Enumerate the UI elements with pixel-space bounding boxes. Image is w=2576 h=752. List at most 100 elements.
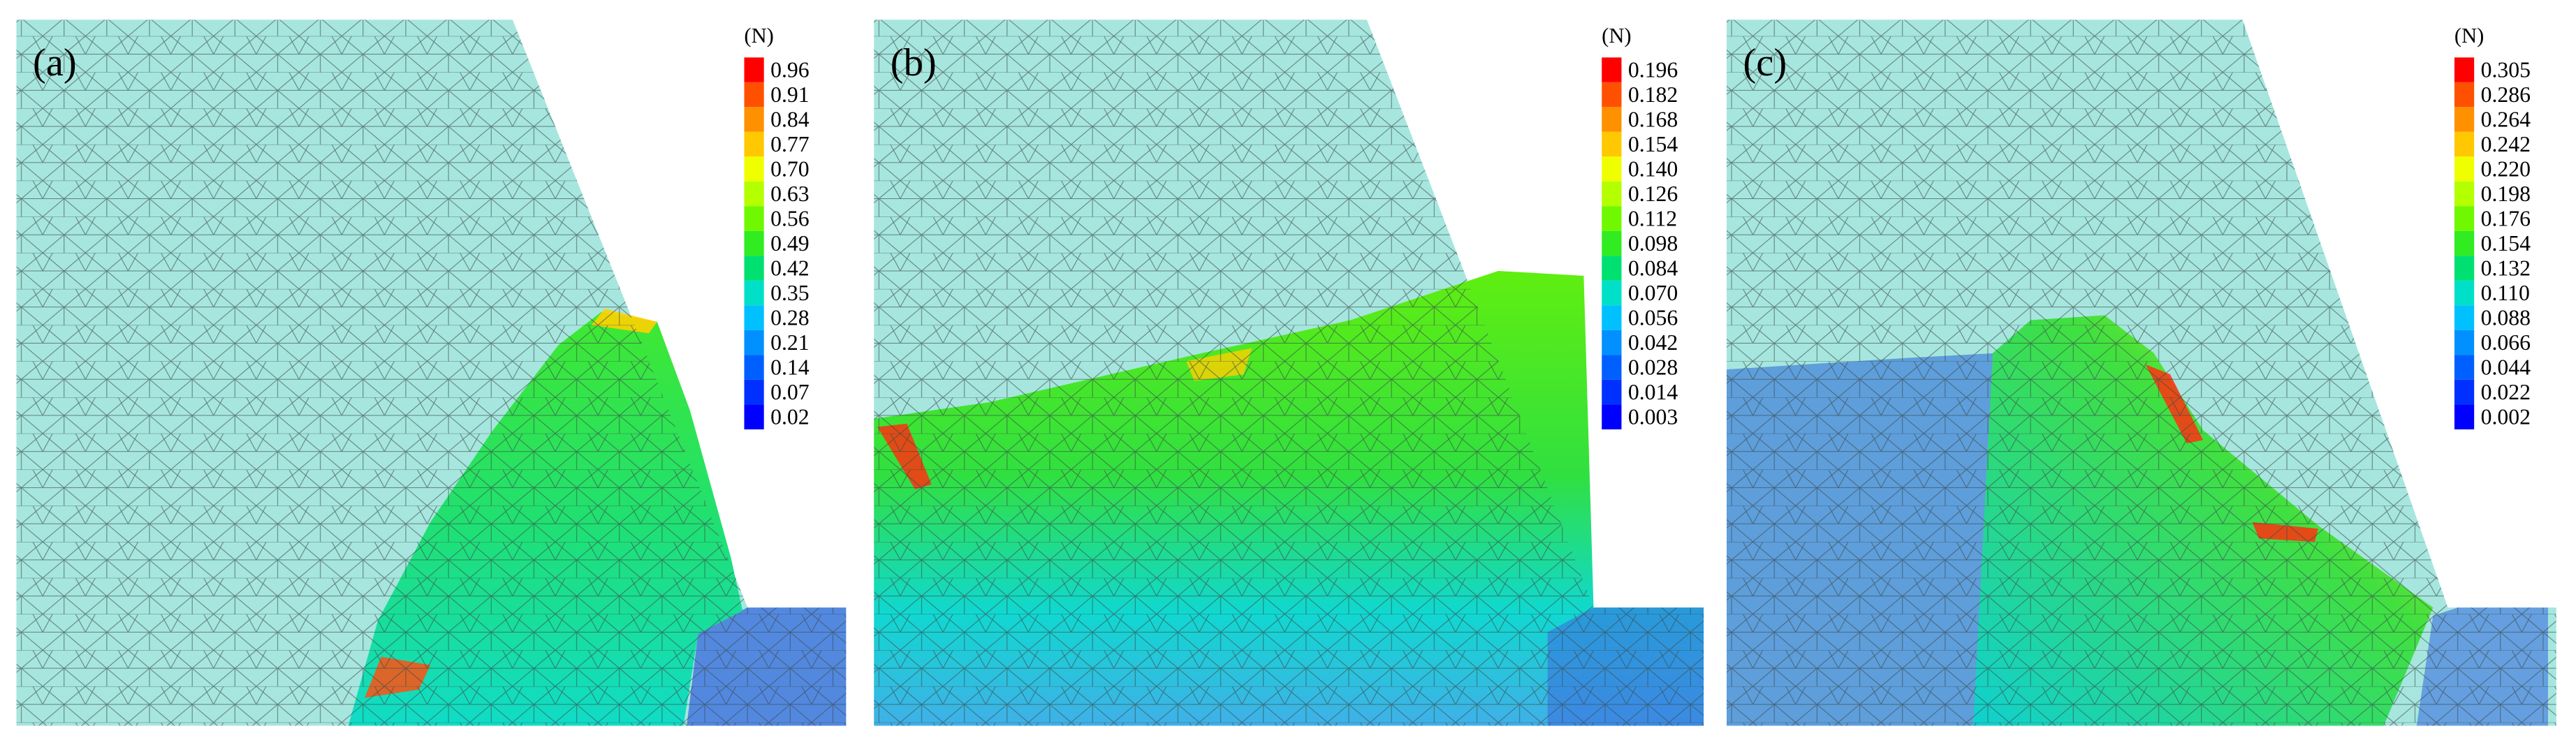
colorbar-label: 0.110 xyxy=(2481,281,2530,305)
panel-label: (c) xyxy=(1743,41,1787,84)
colorbar-label: 0.042 xyxy=(1628,330,1678,355)
colorbar-swatch xyxy=(1602,156,1622,182)
colorbar-swatch xyxy=(2454,379,2475,405)
colorbar-swatch xyxy=(2454,107,2475,132)
colorbar-swatch xyxy=(744,305,764,330)
mesh xyxy=(1726,20,2556,726)
colorbar-swatch xyxy=(1602,305,1622,330)
colorbar-swatch xyxy=(2454,256,2475,281)
colorbar-label: 0.003 xyxy=(1628,405,1678,429)
colorbar-swatch xyxy=(744,404,764,429)
colorbar-swatch xyxy=(1602,131,1622,157)
colorbar-label: 0.028 xyxy=(1628,355,1678,380)
colorbar-label: 0.112 xyxy=(1628,207,1677,231)
mesh xyxy=(16,20,847,726)
colorbar-label: 0.77 xyxy=(770,132,810,156)
colorbar-label: 0.56 xyxy=(770,207,810,231)
colorbar-label: 0.126 xyxy=(1628,182,1678,206)
colorbar-swatch xyxy=(744,181,764,207)
colorbar-label: 0.084 xyxy=(1628,256,1678,281)
colorbar-label: 0.21 xyxy=(770,330,810,355)
colorbar-label: 0.176 xyxy=(2481,207,2531,231)
colorbar-swatch xyxy=(1602,280,1622,306)
colorbar-label: 0.168 xyxy=(1628,108,1678,132)
colorbar-swatch xyxy=(744,206,764,231)
colorbar-label: 0.154 xyxy=(2481,231,2531,256)
colorbar-swatch xyxy=(744,82,764,108)
colorbar-swatch xyxy=(744,379,764,405)
colorbar-swatch xyxy=(744,107,764,132)
colorbar-label: 0.96 xyxy=(770,58,810,82)
colorbar-swatch xyxy=(1602,57,1622,82)
panel-label: (a) xyxy=(33,41,77,84)
colorbar-swatch xyxy=(1602,256,1622,281)
colorbar-swatch xyxy=(2454,404,2475,429)
colorbar-label: 0.28 xyxy=(770,306,810,330)
colorbar-label: 0.02 xyxy=(770,405,810,429)
colorbar-label: 0.07 xyxy=(770,380,810,404)
colorbar-swatch xyxy=(2454,355,2475,380)
colorbar-label: 0.63 xyxy=(770,182,810,206)
colorbar-swatch xyxy=(2454,280,2475,306)
colorbar-swatch xyxy=(744,355,764,380)
colorbar-label: 0.242 xyxy=(2481,132,2531,156)
colorbar-label: 0.066 xyxy=(2481,330,2531,355)
colorbar-swatch xyxy=(2454,181,2475,207)
colorbar-label: 0.264 xyxy=(2481,108,2531,132)
colorbar-swatch xyxy=(744,256,764,281)
colorbar-label: 0.42 xyxy=(770,256,810,281)
colorbar-unit: (N) xyxy=(1602,24,1631,47)
colorbar-swatch xyxy=(1602,230,1622,256)
colorbar-label: 0.002 xyxy=(2481,405,2531,429)
colorbar-swatch xyxy=(2454,82,2475,108)
colorbar-label: 0.198 xyxy=(2481,182,2531,206)
colorbar-swatch xyxy=(2454,305,2475,330)
colorbar-label: 0.154 xyxy=(1628,132,1678,156)
colorbar-swatch xyxy=(1602,107,1622,132)
colorbar-swatch xyxy=(1602,404,1622,429)
colorbar-label: 0.35 xyxy=(770,281,810,305)
colorbar-label: 0.286 xyxy=(2481,82,2531,107)
colorbar-label: 0.088 xyxy=(2481,306,2531,330)
colorbar-swatch xyxy=(744,131,764,157)
panel-label: (b) xyxy=(891,41,937,84)
panel: (a)(N)0.960.910.840.770.700.630.560.490.… xyxy=(16,20,847,726)
colorbar-label: 0.098 xyxy=(1628,231,1678,256)
colorbar-label: 0.044 xyxy=(2481,355,2531,380)
panel: (c) (N) 0.3050.2860.2640.2420.2200.1980.17… xyxy=(1726,20,2556,726)
colorbar-swatch xyxy=(2454,230,2475,256)
colorbar-unit: (N) xyxy=(2454,24,2484,47)
colorbar-label: 0.196 xyxy=(1628,58,1678,82)
colorbar-swatch xyxy=(2454,330,2475,355)
panel: (b) (N) 0.1960.1820.1680.1540.1400.1260.11… xyxy=(874,20,1704,726)
colorbar-swatch xyxy=(2454,206,2475,231)
colorbar-swatch xyxy=(744,156,764,182)
colorbar-label: 0.305 xyxy=(2481,58,2531,82)
colorbar-label: 0.49 xyxy=(770,231,810,256)
colorbar-swatch xyxy=(1602,206,1622,231)
colorbar-label: 0.70 xyxy=(770,157,810,182)
colorbar-label: 0.014 xyxy=(1628,380,1678,404)
colorbar-swatch xyxy=(1602,330,1622,355)
colorbar-swatch xyxy=(1602,82,1622,108)
colorbar-swatch xyxy=(1602,181,1622,207)
colorbar-label: 0.14 xyxy=(770,355,810,380)
colorbar-label: 0.91 xyxy=(770,82,810,107)
colorbar-swatch xyxy=(2454,156,2475,182)
colorbar-swatch xyxy=(744,230,764,256)
colorbar-label: 0.070 xyxy=(1628,281,1678,305)
colorbar-swatch xyxy=(744,330,764,355)
colorbar-label: 0.220 xyxy=(2481,157,2531,182)
colorbar-swatch xyxy=(1602,355,1622,380)
colorbar-label: 0.132 xyxy=(2481,256,2531,281)
colorbar-swatch xyxy=(1602,379,1622,405)
colorbar-swatch xyxy=(2454,57,2475,82)
colorbar-label: 0.056 xyxy=(1628,306,1678,330)
colorbar-swatch xyxy=(744,57,764,82)
colorbar-label: 0.140 xyxy=(1628,157,1678,182)
colorbar-label: 0.022 xyxy=(2481,380,2531,404)
colorbar-swatch xyxy=(2454,131,2475,157)
colorbar-label: 0.182 xyxy=(1628,82,1678,107)
